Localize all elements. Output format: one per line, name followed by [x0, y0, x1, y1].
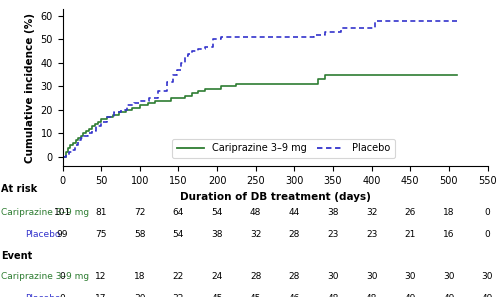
Text: 30: 30 [134, 294, 145, 297]
Text: 21: 21 [404, 230, 416, 239]
Text: 46: 46 [288, 294, 300, 297]
Text: At risk: At risk [1, 184, 37, 194]
Text: Placebo: Placebo [24, 230, 60, 239]
Text: 30: 30 [482, 272, 493, 281]
Text: 32: 32 [172, 294, 184, 297]
Text: 58: 58 [134, 230, 145, 239]
Text: 49: 49 [443, 294, 454, 297]
Text: 101: 101 [54, 208, 71, 217]
Text: 48: 48 [250, 208, 262, 217]
Text: 30: 30 [366, 272, 378, 281]
Legend: Cariprazine 3–9 mg, Placebo: Cariprazine 3–9 mg, Placebo [172, 139, 394, 158]
X-axis label: Duration of DB treatment (days): Duration of DB treatment (days) [180, 192, 370, 202]
Text: Cariprazine 3–9 mg: Cariprazine 3–9 mg [1, 272, 89, 281]
Text: 17: 17 [96, 294, 107, 297]
Text: 49: 49 [404, 294, 416, 297]
Text: 30: 30 [404, 272, 416, 281]
Text: 99: 99 [57, 230, 68, 239]
Text: Event: Event [1, 251, 32, 261]
Text: 0: 0 [484, 230, 490, 239]
Text: 22: 22 [173, 272, 184, 281]
Text: 18: 18 [443, 208, 454, 217]
Text: 12: 12 [96, 272, 107, 281]
Text: 0: 0 [60, 272, 66, 281]
Text: 48: 48 [328, 294, 338, 297]
Text: 30: 30 [443, 272, 454, 281]
Text: 49: 49 [482, 294, 493, 297]
Text: 64: 64 [172, 208, 184, 217]
Text: 48: 48 [366, 294, 378, 297]
Text: 28: 28 [288, 272, 300, 281]
Text: 38: 38 [212, 230, 223, 239]
Text: 75: 75 [96, 230, 107, 239]
Y-axis label: Cumulative incidence (%): Cumulative incidence (%) [25, 12, 35, 163]
Text: 32: 32 [250, 230, 262, 239]
Text: Placebo: Placebo [24, 294, 60, 297]
Text: 44: 44 [288, 208, 300, 217]
Text: 23: 23 [366, 230, 378, 239]
Text: 23: 23 [328, 230, 338, 239]
Text: 32: 32 [366, 208, 378, 217]
Text: 28: 28 [288, 230, 300, 239]
Text: 18: 18 [134, 272, 145, 281]
Text: 54: 54 [212, 208, 222, 217]
Text: Cariprazine 3–9 mg: Cariprazine 3–9 mg [1, 208, 89, 217]
Text: 0: 0 [60, 294, 66, 297]
Text: 0: 0 [484, 208, 490, 217]
Text: 16: 16 [443, 230, 454, 239]
Text: 30: 30 [327, 272, 338, 281]
Text: 81: 81 [96, 208, 107, 217]
Text: 45: 45 [212, 294, 222, 297]
Text: 45: 45 [250, 294, 262, 297]
Text: 54: 54 [172, 230, 184, 239]
Text: 38: 38 [327, 208, 338, 217]
Text: 28: 28 [250, 272, 262, 281]
Text: 24: 24 [212, 272, 222, 281]
Text: 72: 72 [134, 208, 145, 217]
Text: 26: 26 [404, 208, 416, 217]
